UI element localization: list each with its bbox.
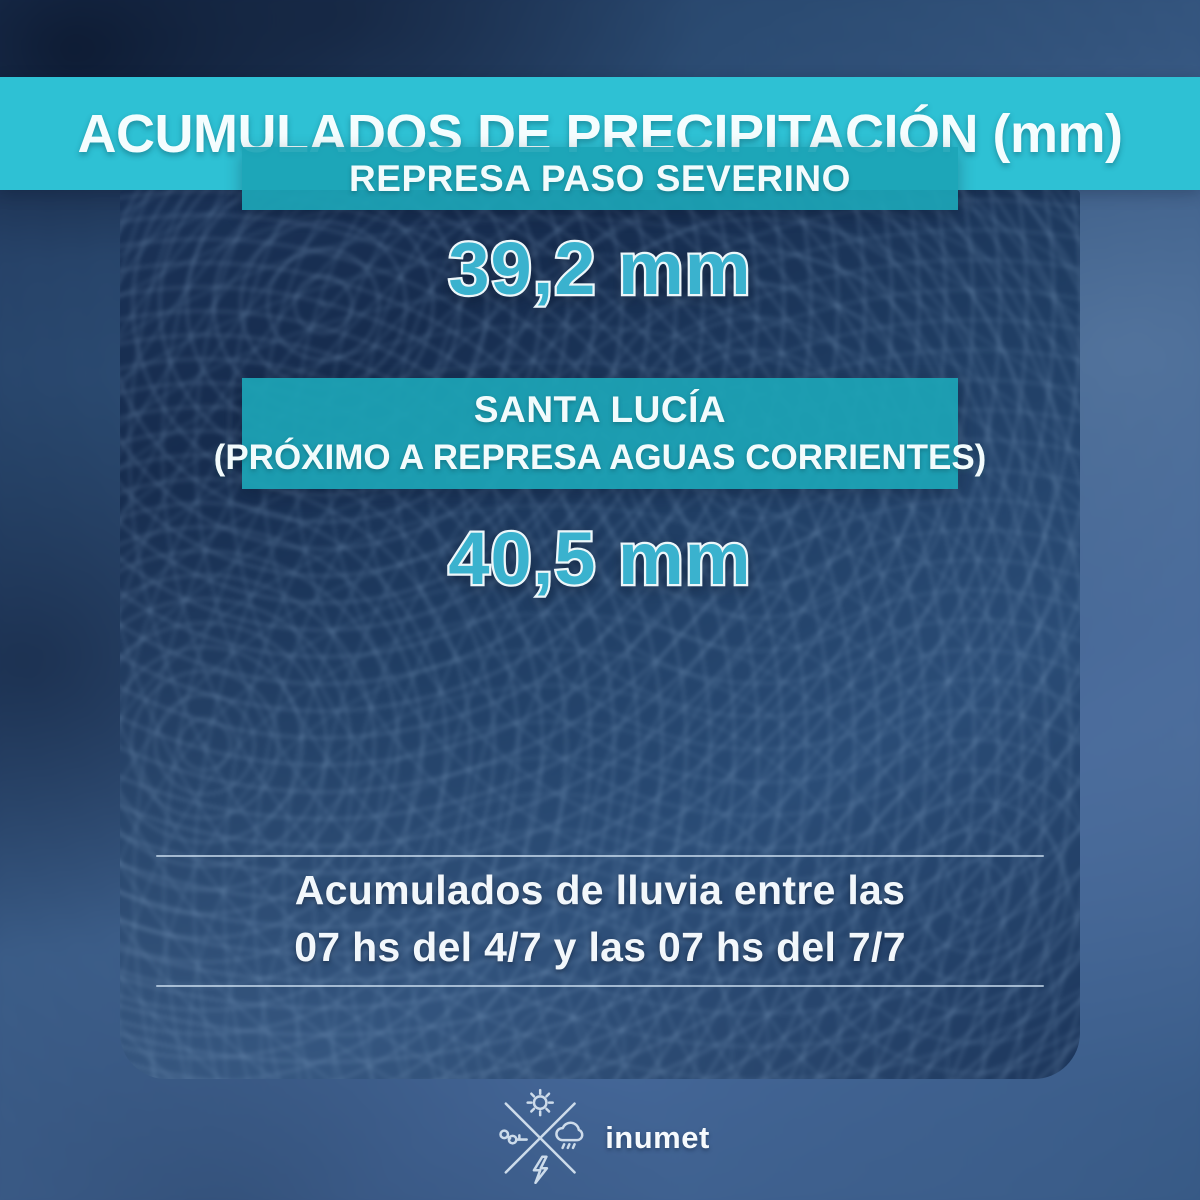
station-name: SANTA LUCÍA [473,389,727,430]
content-card [120,190,1080,1079]
cross-lines-icon [504,1102,576,1174]
anemometer-icon [499,1129,528,1145]
footnote-text: Acumulados de lluvia entre las 07 hs del… [120,862,1080,976]
card-overlay-layer: Acumulados de lluvia entre las 07 hs del… [120,190,1080,1079]
lightning-icon [532,1155,549,1185]
station-banner-represa-paso-severino: REPRESA PASO SEVERINO [242,147,958,210]
divider-top [156,855,1044,857]
sun-icon [526,1088,554,1117]
value-text-1: 39,2 mm [448,227,751,310]
footnote-line-2: 07 hs del 4/7 y las 07 hs del 7/7 [294,924,906,970]
inumet-logo-mark [499,1088,584,1185]
value-text-2: 40,5 mm [448,517,751,600]
station-banner-santa-lucia: SANTA LUCÍA (PRÓXIMO A REPRESA AGUAS COR… [214,378,986,489]
inumet-logo: inumet [490,1088,710,1188]
divider-bottom [156,985,1044,987]
station-subtitle: (PRÓXIMO A REPRESA AGUAS CORRIENTES) [213,438,987,477]
precipitation-value-1: 39,2 mm [446,226,753,312]
footnote-line-1: Acumulados de lluvia entre las [294,867,906,913]
inumet-wordmark: inumet [605,1120,710,1155]
precipitation-value-2: 40,5 mm [446,516,753,602]
rain-cloud-icon [555,1121,584,1150]
card-water-texture [120,190,1080,1079]
station-name: REPRESA PASO SEVERINO [349,158,851,199]
